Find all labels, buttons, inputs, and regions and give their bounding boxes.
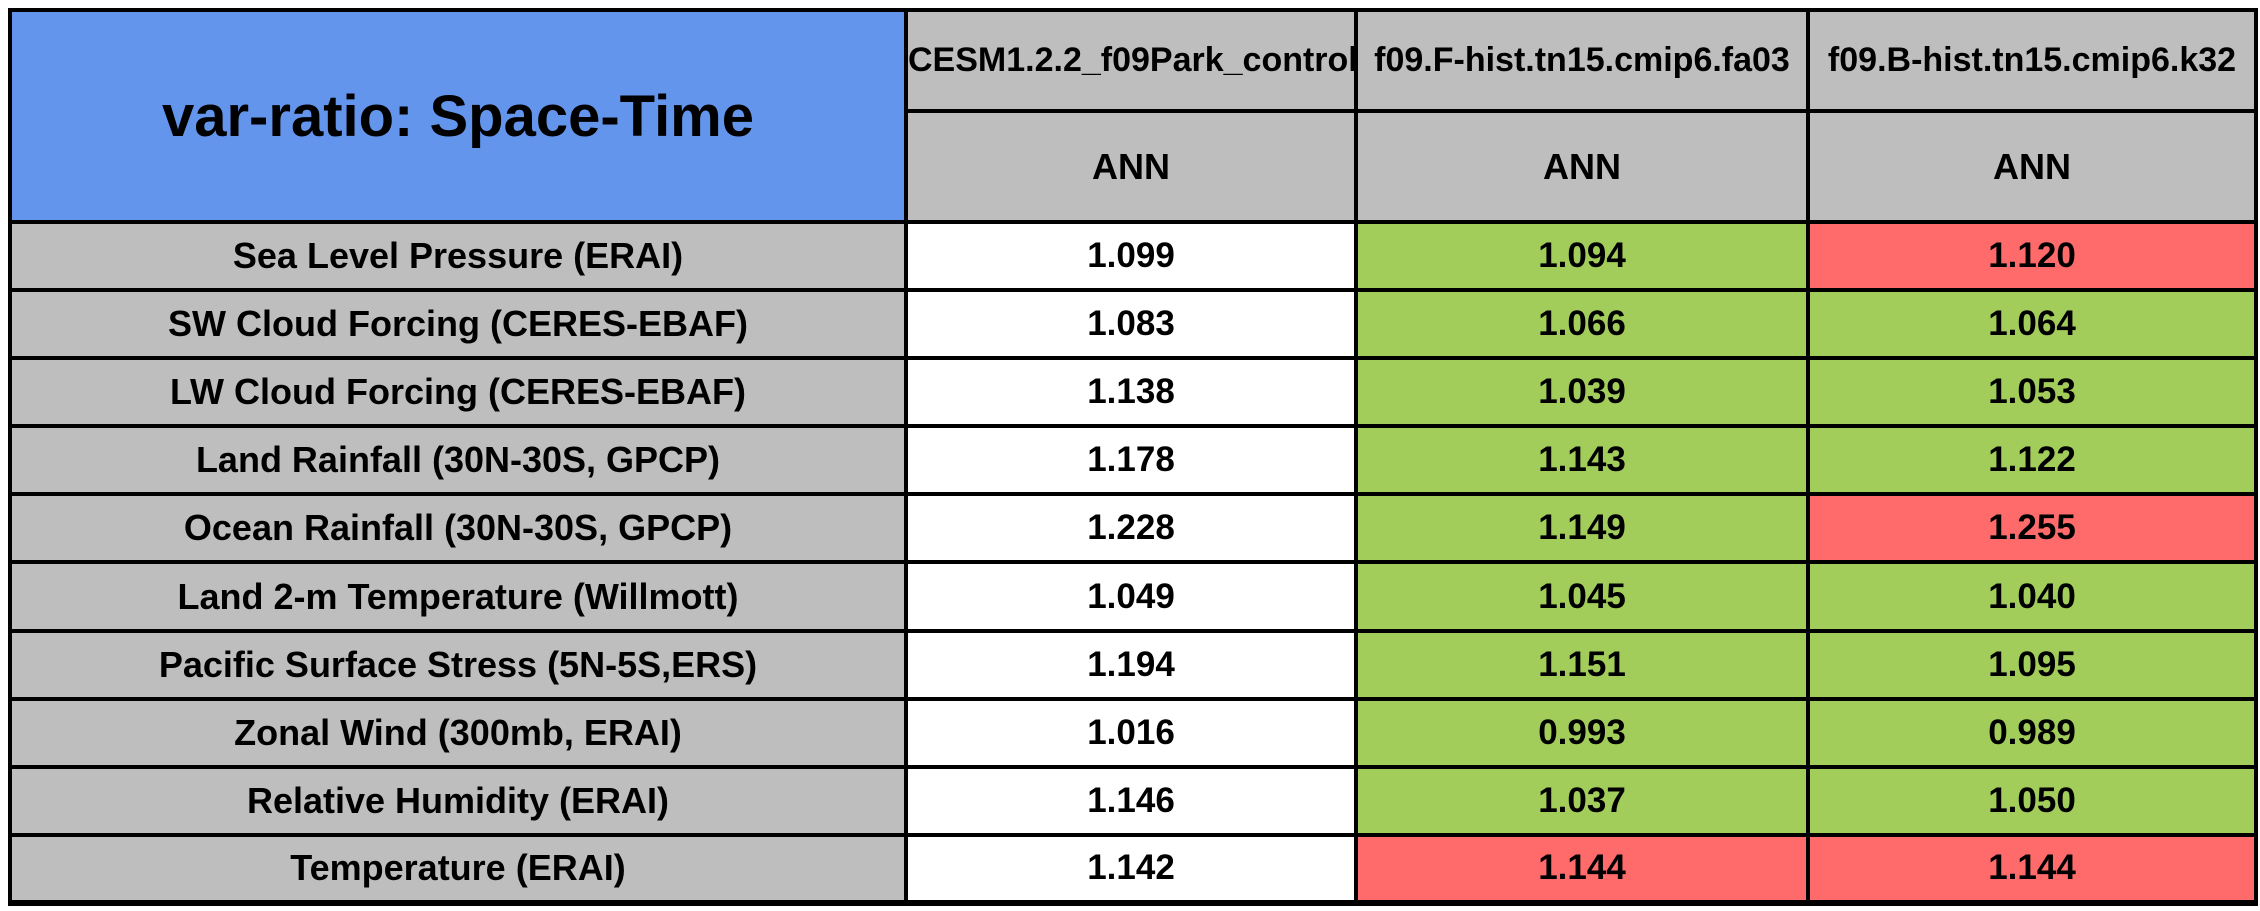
value-cell: 1.016: [904, 696, 1358, 769]
table-header: var-ratio: Space-Time CESM1.2.2_f09Park_…: [8, 8, 2258, 224]
value-cell: 1.040: [1806, 560, 2258, 633]
value-cell: 1.194: [904, 628, 1358, 701]
value-cell: 1.083: [904, 288, 1358, 361]
value-cell: 1.099: [904, 219, 1358, 293]
value-cell: 1.045: [1354, 560, 1810, 633]
value-cell: 1.050: [1806, 764, 2258, 837]
row-label: Land 2-m Temperature (Willmott): [8, 560, 908, 633]
row-label: Temperature (ERAI): [8, 832, 908, 907]
value-cell: 1.228: [904, 492, 1358, 565]
model-header-0: CESM1.2.2_f09Park_control: [904, 8, 1358, 113]
table-row: Land 2-m Temperature (Willmott) 1.049 1.04…: [8, 560, 2258, 633]
value-cell: 1.064: [1806, 288, 2258, 361]
value-cell: 1.138: [904, 356, 1358, 429]
value-cell: 1.120: [1806, 219, 2258, 293]
value-cell: 1.146: [904, 764, 1358, 837]
value-cell: 1.255: [1806, 492, 2258, 565]
row-label: Ocean Rainfall (30N-30S, GPCP): [8, 492, 908, 565]
table-row: Ocean Rainfall (30N-30S, GPCP) 1.228 1.149…: [8, 492, 2258, 565]
value-cell: 1.149: [1354, 492, 1810, 565]
table-row: Temperature (ERAI) 1.142 1.144 1.144: [8, 832, 2258, 907]
page-title: var-ratio: Space-Time: [8, 8, 908, 224]
table-row: Land Rainfall (30N-30S, GPCP) 1.178 1.143 1…: [8, 424, 2258, 497]
value-cell: 1.151: [1354, 628, 1810, 701]
table-row: Sea Level Pressure (ERAI) 1.099 1.094 1.120: [8, 219, 2258, 293]
row-label: SW Cloud Forcing (CERES-EBAF): [8, 288, 908, 361]
value-cell: 1.094: [1354, 219, 1810, 293]
value-cell: 1.095: [1806, 628, 2258, 701]
model-header-row: var-ratio: Space-Time CESM1.2.2_f09Park_…: [8, 8, 2258, 224]
season-header-0: ANN: [904, 109, 1358, 224]
row-label: Pacific Surface Stress (5N-5S,ERS): [8, 628, 908, 701]
table-row: Relative Humidity (ERAI) 1.146 1.037 1.050: [8, 764, 2258, 837]
model-header-1: f09.F-hist.tn15.cmip6.fa03: [1354, 8, 1810, 113]
table-row: Pacific Surface Stress (5N-5S,ERS) 1.194 1…: [8, 628, 2258, 701]
value-cell: 0.993: [1354, 696, 1810, 769]
row-label: Land Rainfall (30N-30S, GPCP): [8, 424, 908, 497]
value-cell: 1.037: [1354, 764, 1810, 837]
value-cell: 1.178: [904, 424, 1358, 497]
value-cell: 1.144: [1354, 832, 1810, 907]
value-cell: 1.144: [1806, 832, 2258, 907]
season-header-row: ANN ANN ANN: [10, 109, 2258, 224]
table-body: Sea Level Pressure (ERAI) 1.099 1.094 1.120…: [8, 219, 2258, 907]
row-label: Relative Humidity (ERAI): [8, 764, 908, 837]
value-cell: 1.053: [1806, 356, 2258, 429]
value-cell: 1.049: [904, 560, 1358, 633]
var-ratio-table: var-ratio: Space-Time CESM1.2.2_f09Park_…: [8, 8, 2258, 907]
value-cell: 1.142: [904, 832, 1358, 907]
model-header-2: f09.B-hist.tn15.cmip6.k32: [1806, 8, 2258, 113]
value-cell: 1.039: [1354, 356, 1810, 429]
row-label: Sea Level Pressure (ERAI): [8, 219, 908, 293]
value-cell: 1.066: [1354, 288, 1810, 361]
value-cell: 1.143: [1354, 424, 1810, 497]
table-row: SW Cloud Forcing (CERES-EBAF) 1.083 1.066 1…: [8, 288, 2258, 361]
table-row: Zonal Wind (300mb, ERAI) 1.016 0.993 0.989: [8, 696, 2258, 769]
row-label: Zonal Wind (300mb, ERAI): [8, 696, 908, 769]
value-cell: 0.989: [1806, 696, 2258, 769]
season-header-1: ANN: [1354, 109, 1810, 224]
value-cell: 1.122: [1806, 424, 2258, 497]
table-row: LW Cloud Forcing (CERES-EBAF) 1.138 1.039 1…: [8, 356, 2258, 429]
row-label: LW Cloud Forcing (CERES-EBAF): [8, 356, 908, 429]
season-header-2: ANN: [1806, 109, 2258, 224]
